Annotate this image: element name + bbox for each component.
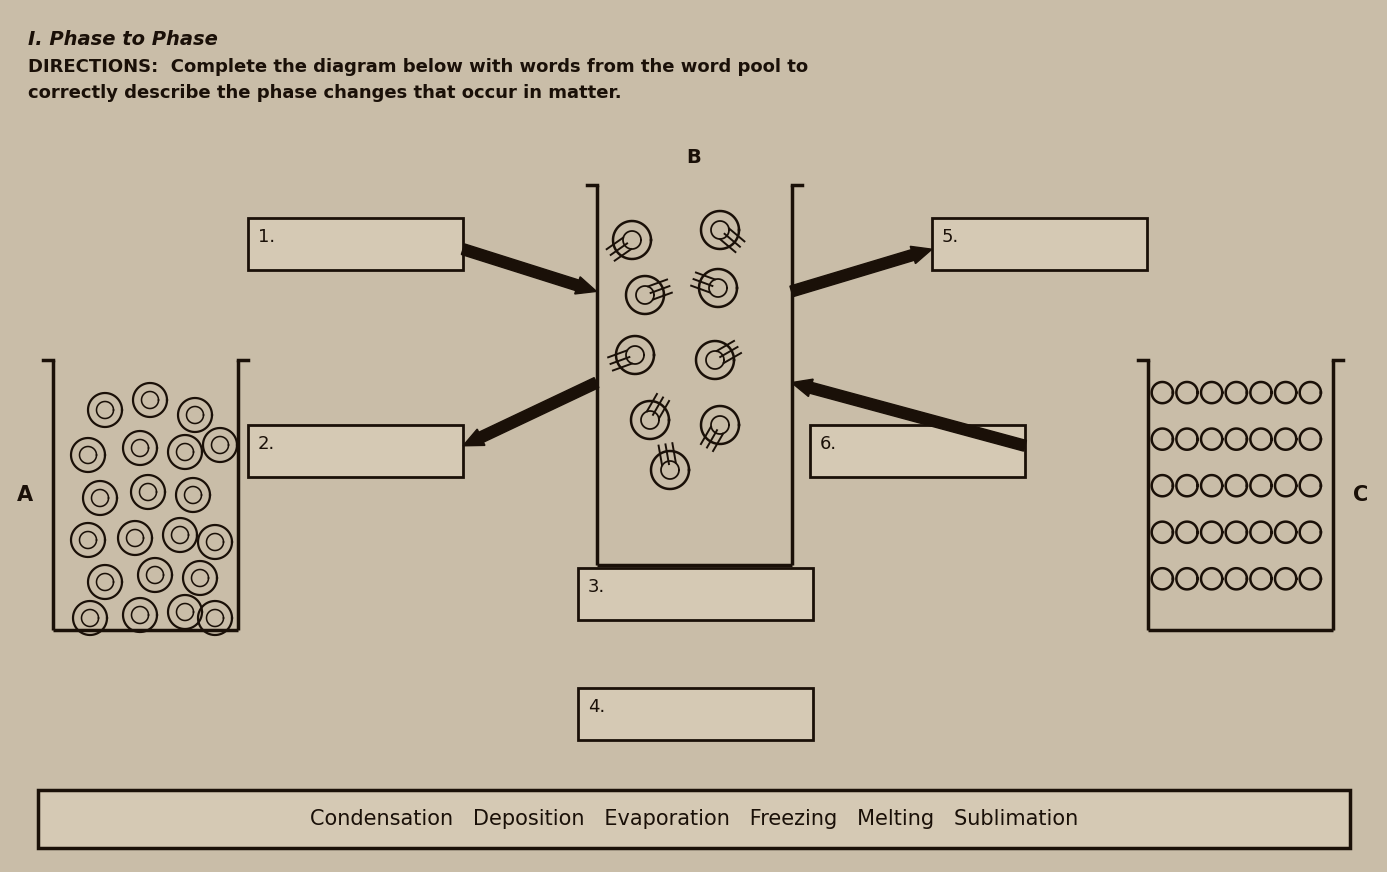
Bar	[596, 587, 792, 599]
Bar	[810, 425, 1025, 477]
Bar	[248, 425, 463, 477]
Bar	[248, 218, 463, 270]
Polygon shape	[462, 244, 596, 294]
Text: 5.: 5.	[942, 228, 960, 246]
Text: 2.: 2.	[258, 435, 275, 453]
Text: C: C	[1352, 485, 1368, 505]
Text: 4.: 4.	[588, 698, 605, 716]
Bar	[578, 568, 813, 620]
Polygon shape	[463, 378, 599, 446]
Polygon shape	[792, 379, 1026, 451]
Text: Condensation   Deposition   Evaporation   Freezing   Melting   Sublimation: Condensation Deposition Evaporation Free…	[309, 809, 1078, 829]
Bar	[578, 688, 813, 740]
Bar	[596, 570, 792, 582]
Bar	[37, 790, 1350, 848]
Text: A: A	[17, 485, 32, 505]
Text: B: B	[687, 148, 702, 167]
Text: 6.: 6.	[820, 435, 838, 453]
Text: 1.: 1.	[258, 228, 275, 246]
Bar	[596, 604, 792, 616]
Polygon shape	[791, 246, 932, 296]
Bar	[932, 218, 1147, 270]
Text: 3.: 3.	[588, 578, 605, 596]
Text: DIRECTIONS:  Complete the diagram below with words from the word pool to: DIRECTIONS: Complete the diagram below w…	[28, 58, 809, 76]
Text: correctly describe the phase changes that occur in matter.: correctly describe the phase changes tha…	[28, 84, 621, 102]
Text: I. Phase to Phase: I. Phase to Phase	[28, 30, 218, 49]
